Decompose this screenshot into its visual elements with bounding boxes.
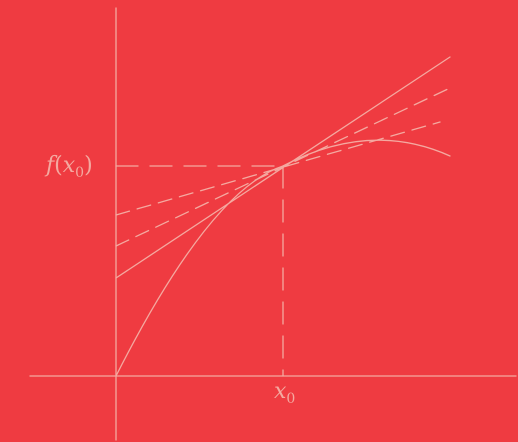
svg-text:f(x0): f(x0) [44, 153, 93, 181]
function-curve [115, 139, 451, 377]
x-point-label: x0 [274, 379, 295, 407]
svg-text:x0: x0 [274, 379, 295, 407]
secant-line-2 [115, 121, 441, 216]
secant-line-1 [115, 87, 451, 247]
y-point-label: f(x0) [44, 153, 93, 181]
